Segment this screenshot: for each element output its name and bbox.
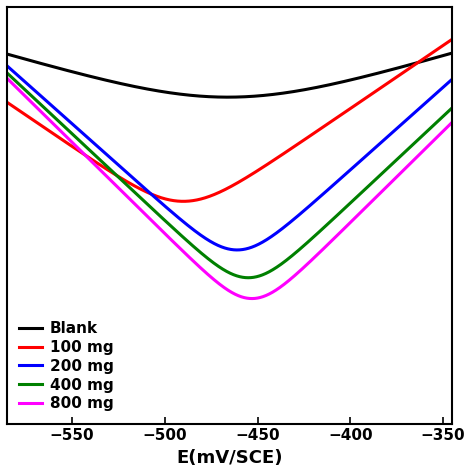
Line: 400 mg: 400 mg (7, 73, 452, 278)
Blank (271, 91, 277, 97)
400 mg (337, 210, 342, 216)
200 mg (337, 177, 342, 182)
Blank (449, 50, 455, 56)
Line: Blank: Blank (7, 53, 452, 97)
100 mg (294, 142, 300, 148)
Blank (337, 80, 342, 85)
Line: 200 mg: 200 mg (7, 66, 452, 250)
800 mg (337, 230, 342, 236)
100 mg (174, 198, 180, 204)
800 mg (249, 296, 255, 301)
100 mg (370, 90, 376, 96)
Blank (4, 51, 10, 57)
Blank (370, 72, 376, 77)
400 mg (370, 179, 376, 184)
400 mg (85, 146, 91, 151)
100 mg (4, 100, 10, 105)
200 mg (4, 63, 10, 69)
X-axis label: E(mV/SCE): E(mV/SCE) (176, 449, 283, 467)
Line: 100 mg: 100 mg (7, 39, 452, 201)
Blank (225, 94, 231, 100)
200 mg (370, 146, 376, 152)
800 mg (85, 155, 91, 161)
Line: 800 mg: 800 mg (7, 78, 452, 299)
200 mg (85, 135, 91, 141)
100 mg (271, 157, 277, 163)
800 mg (294, 271, 300, 277)
400 mg (449, 105, 455, 110)
400 mg (174, 229, 180, 235)
200 mg (449, 76, 455, 82)
800 mg (174, 243, 180, 248)
100 mg (449, 36, 455, 42)
400 mg (246, 275, 251, 281)
200 mg (174, 214, 180, 219)
200 mg (271, 232, 277, 237)
200 mg (294, 214, 300, 219)
400 mg (294, 249, 300, 255)
800 mg (449, 119, 455, 125)
100 mg (181, 199, 186, 204)
400 mg (271, 266, 277, 272)
800 mg (370, 197, 376, 203)
800 mg (271, 288, 277, 294)
100 mg (337, 113, 342, 119)
100 mg (85, 154, 91, 160)
Blank (174, 91, 180, 97)
Legend: Blank, 100 mg, 200 mg, 400 mg, 800 mg: Blank, 100 mg, 200 mg, 400 mg, 800 mg (15, 317, 118, 416)
Blank (294, 88, 300, 94)
400 mg (4, 70, 10, 76)
Blank (85, 73, 91, 79)
800 mg (4, 75, 10, 81)
200 mg (234, 247, 240, 253)
